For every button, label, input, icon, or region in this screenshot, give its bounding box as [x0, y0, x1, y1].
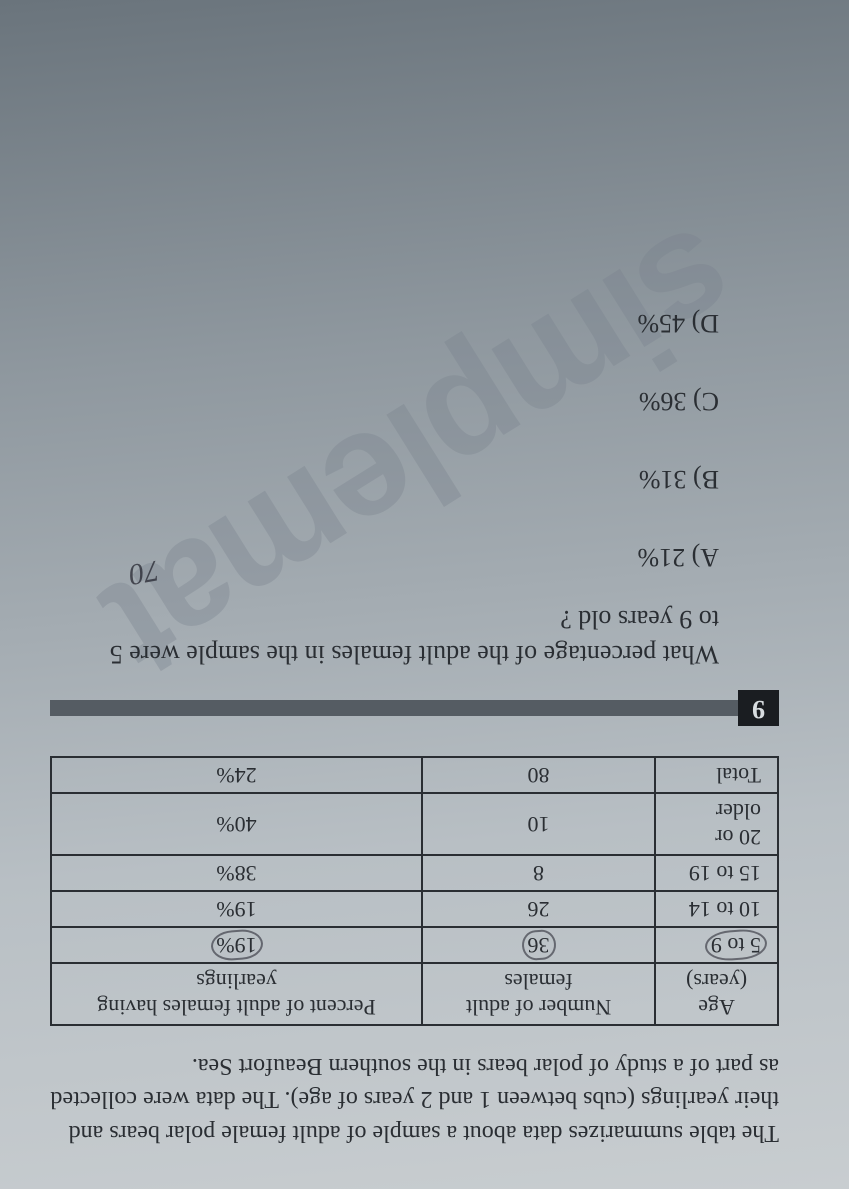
cell-pct: 38% [51, 855, 422, 891]
cell-age: 10 to 14 [655, 891, 778, 927]
handwritten-annotation: 70 [126, 553, 161, 592]
cell-age: Total [655, 757, 778, 793]
answer-choices: A) 21% B) 31% C) 36% D) 45% [50, 308, 719, 572]
cell-num: 36 [422, 927, 655, 963]
cell-pct: 40% [51, 793, 422, 855]
cell-pct: 19% [51, 891, 422, 927]
cell-num: 80 [422, 757, 655, 793]
intro-paragraph: The table summarizes data about a sample… [50, 1048, 779, 1149]
circled-value: 19% [216, 932, 256, 958]
choice-b: B) 31% [50, 464, 719, 494]
cell-age: 20 or older [655, 793, 778, 855]
question-text: What percentage of the adult females in … [90, 602, 719, 672]
choice-label: C) [693, 387, 719, 416]
table-header-row: Age (years) Number of adult females Perc… [51, 963, 778, 1025]
choice-label: B) [693, 465, 719, 494]
page: simplemat The table summarizes data abou… [0, 0, 849, 1189]
cell-num: 10 [422, 793, 655, 855]
col-header-age: Age (years) [655, 963, 778, 1025]
choice-d: D) 45% [50, 308, 719, 338]
content-area: The table summarizes data about a sample… [50, 308, 779, 1149]
col-header-percent: Percent of adult females having yearling… [51, 963, 422, 1025]
table-row: 5 to 9 36 19% [51, 927, 778, 963]
col-header-number: Number of adult females [422, 963, 655, 1025]
question-bar: 9 [50, 690, 779, 726]
table-row: 20 or older 10 40% [51, 793, 778, 855]
cell-age: 15 to 19 [655, 855, 778, 891]
cell-num: 8 [422, 855, 655, 891]
choice-label: D) [692, 309, 719, 338]
choice-value: 36% [639, 387, 687, 416]
question-number: 9 [738, 690, 779, 726]
cell-age: 5 to 9 [655, 927, 778, 963]
data-table: Age (years) Number of adult females Perc… [50, 756, 779, 1026]
cell-pct: 24% [51, 757, 422, 793]
cell-num: 26 [422, 891, 655, 927]
choice-label: A) [692, 543, 719, 572]
question-bar-line [50, 700, 738, 716]
table-row: 10 to 14 26 19% [51, 891, 778, 927]
table-row-total: Total 80 24% [51, 757, 778, 793]
choice-c: C) 36% [50, 386, 719, 416]
choice-value: 45% [637, 309, 685, 338]
cell-pct: 19% [51, 927, 422, 963]
circled-value: 36 [528, 932, 550, 958]
choice-value: 21% [637, 543, 685, 572]
circled-value: 5 to 9 [711, 932, 761, 958]
table-row: 15 to 19 8 38% [51, 855, 778, 891]
choice-value: 31% [639, 465, 687, 494]
